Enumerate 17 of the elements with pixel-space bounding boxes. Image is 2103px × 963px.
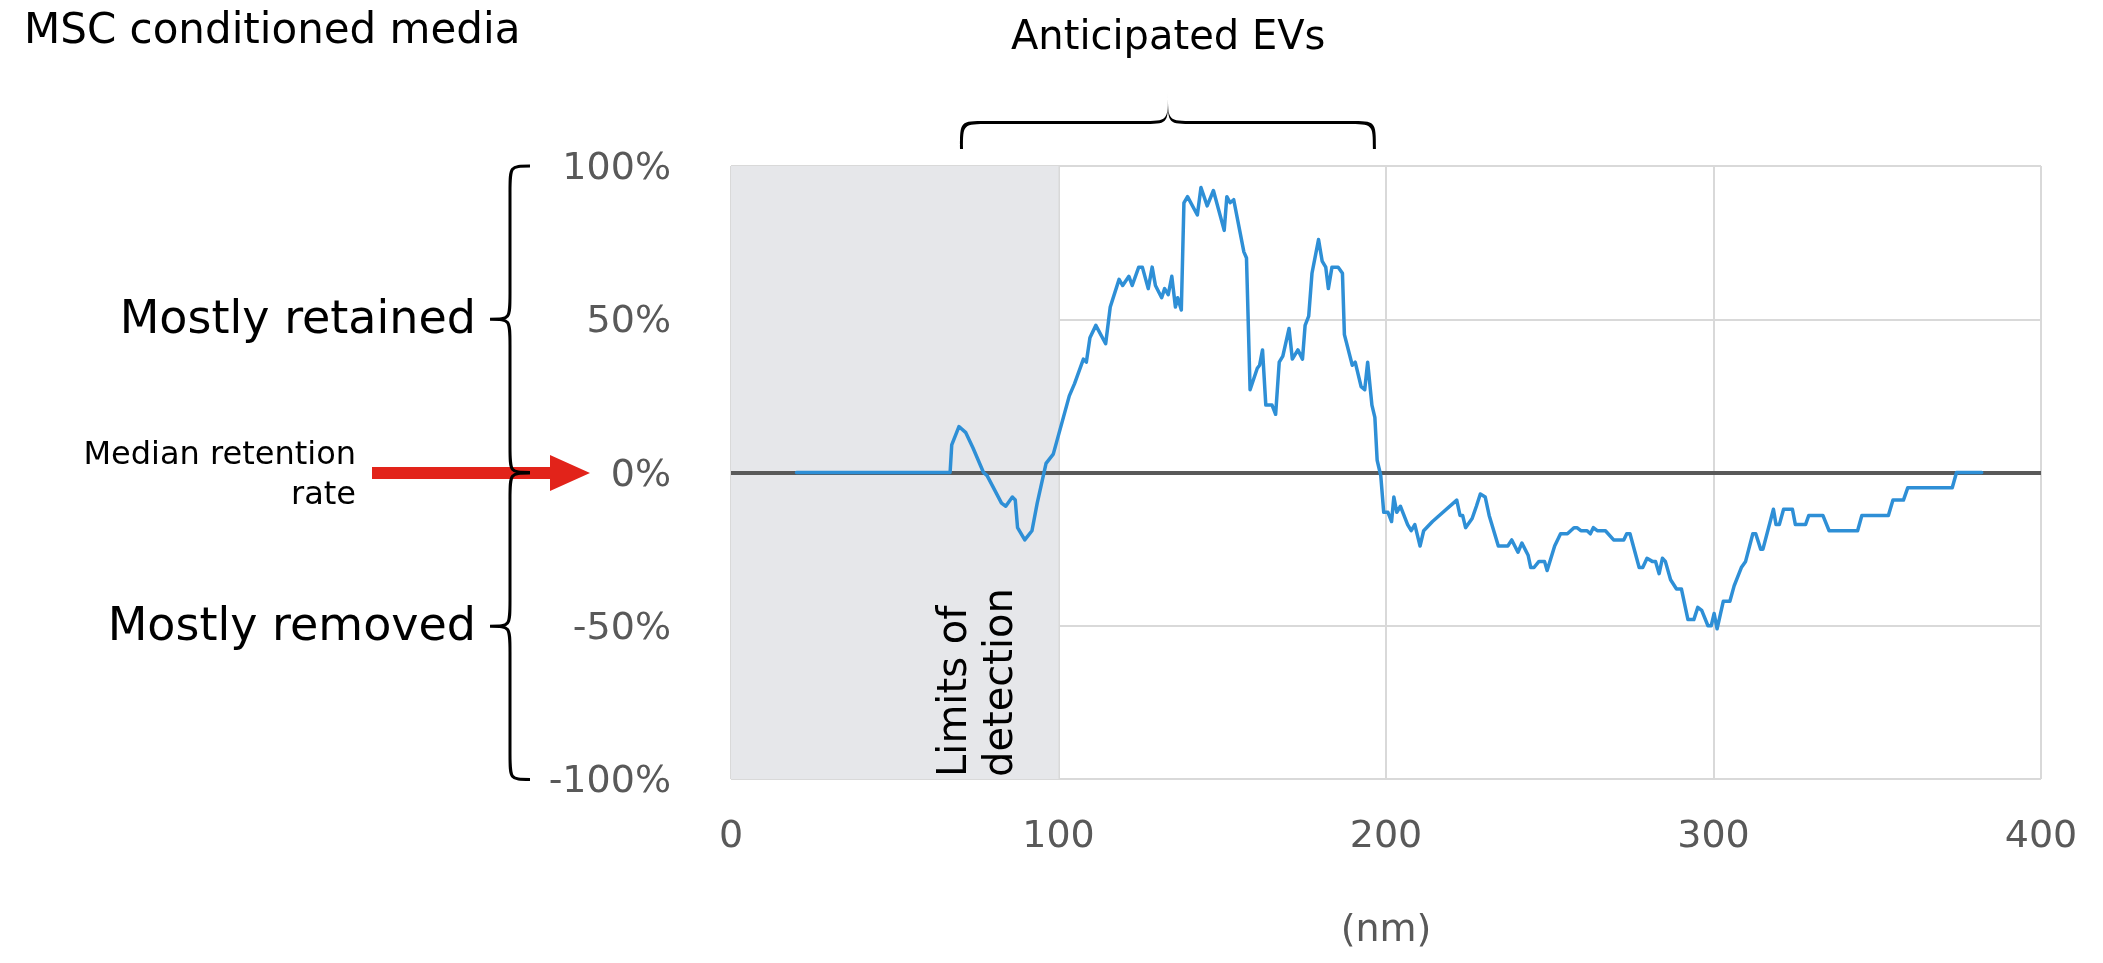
text: Median retention rate <box>82 432 356 513</box>
text: Mostly removed <box>106 595 476 652</box>
x-tick-label: 300 <box>1677 812 1750 856</box>
y-tick-label: -50% <box>572 603 671 648</box>
y-tick-label: 50% <box>586 297 671 342</box>
x-axis-title: (nm) <box>1340 906 1432 950</box>
y-tick-label: 0% <box>610 450 671 495</box>
y-tick-label: 100% <box>562 144 671 188</box>
text: MSC conditioned media <box>24 4 521 53</box>
x-tick-label: 100 <box>1022 812 1095 856</box>
x-tick-label: 200 <box>1349 812 1423 856</box>
x-tick-label: 400 <box>2004 812 2078 856</box>
band-label: Limits of detection <box>928 587 1021 777</box>
x-tick-label: 0 <box>718 812 744 856</box>
y-tick-label: -100% <box>548 757 671 801</box>
text: Anticipated EVs <box>1010 12 1327 58</box>
text: Mostly retained <box>118 289 476 346</box>
